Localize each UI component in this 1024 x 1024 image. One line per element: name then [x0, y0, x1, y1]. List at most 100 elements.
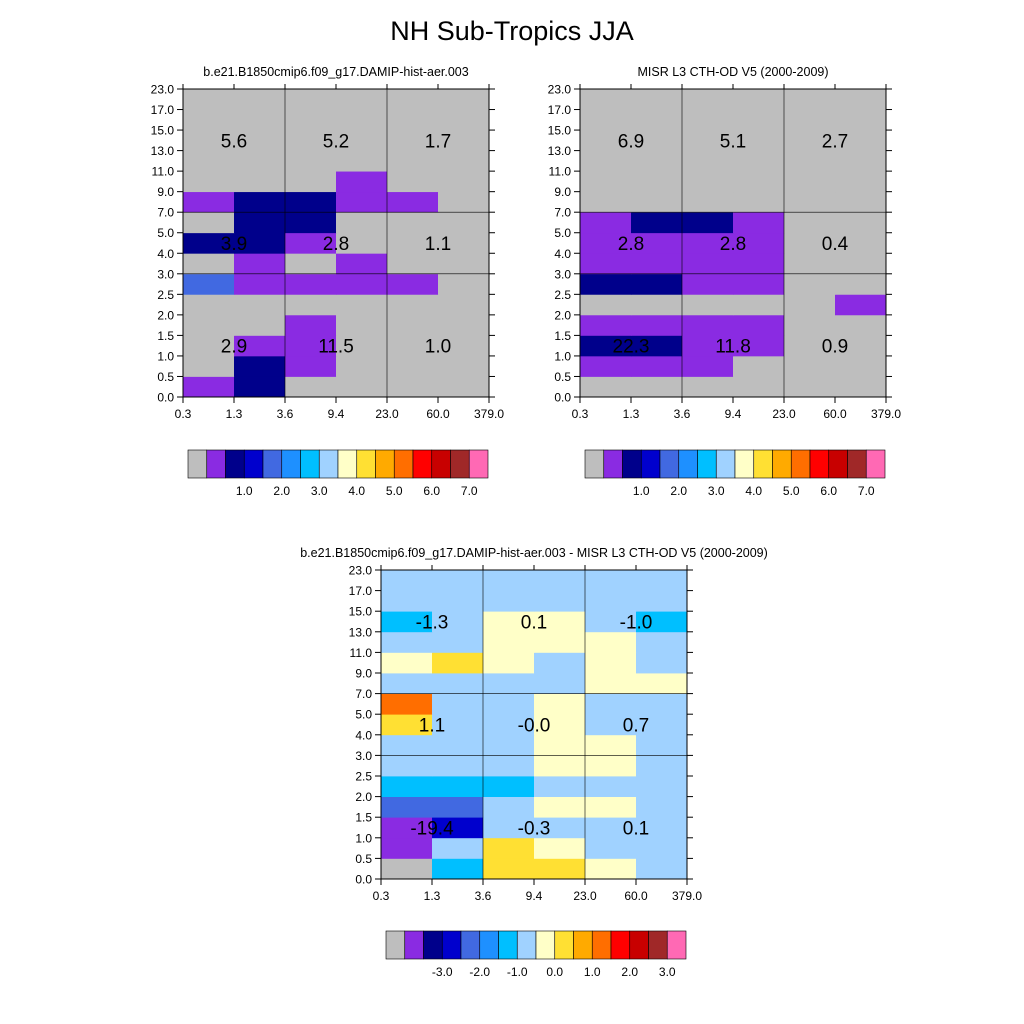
y-tick-label: 0.0 — [554, 391, 571, 405]
heatmap-cell — [835, 355, 887, 377]
colorbar-box — [412, 449, 433, 479]
y-tick-label: 13.0 — [548, 144, 572, 158]
heatmap-cell — [336, 376, 388, 398]
colorbar-box — [431, 449, 451, 479]
heatmap-cell — [285, 191, 337, 213]
heatmap-cell — [534, 570, 586, 591]
heatmap-cell — [336, 191, 388, 213]
heatmap-cell — [387, 89, 439, 110]
y-tick-label: 23.0 — [349, 564, 373, 578]
y-tick-label: 4.0 — [157, 247, 174, 261]
y-tick-label: 3.0 — [157, 267, 174, 281]
heatmap-cell — [438, 335, 490, 357]
heatmap-cell — [784, 273, 836, 295]
colorbar-box — [753, 449, 773, 479]
x-tick-label: 9.4 — [526, 889, 543, 903]
colorbar-label: 6.0 — [820, 484, 837, 498]
heatmap-cell — [636, 611, 688, 633]
heatmap-cell — [631, 273, 683, 295]
heatmap-cell — [682, 212, 734, 234]
heatmap-cell — [432, 590, 484, 612]
overlay-value: 2.7 — [822, 131, 848, 152]
overlay-value: 11.8 — [715, 337, 751, 358]
y-tick-label: 0.5 — [355, 852, 372, 866]
heatmap-cell — [631, 294, 683, 316]
x-tick-label: 23.0 — [772, 407, 796, 421]
colorbar: 1.0 2.0 3.0 4.0 5.0 6.0 7.0 — [584, 449, 886, 498]
heatmap-cell — [438, 294, 490, 316]
overlay-value: -1.3 — [416, 613, 449, 634]
colorbar-box — [498, 930, 518, 960]
overlay-value: 5.2 — [323, 131, 349, 152]
colorbar-box — [516, 930, 537, 960]
heatmap-cell — [381, 611, 433, 633]
heatmap-cell — [631, 109, 683, 131]
heatmap-cell — [636, 837, 688, 859]
heatmap-cell — [682, 130, 734, 151]
colorbar-box — [375, 449, 395, 479]
y-tick-label: 23.0 — [151, 83, 175, 97]
panel-title: b.e21.B1850cmip6.f09_g17.DAMIP-hist-aer.… — [203, 65, 468, 79]
heatmap-cell — [580, 335, 632, 357]
heatmap-cell — [585, 776, 637, 797]
heatmap-cell — [285, 314, 337, 336]
x-tick-label: 0.3 — [175, 407, 192, 421]
heatmap-cell — [381, 734, 433, 756]
y-tick-label: 13.0 — [349, 625, 373, 639]
heatmap-cell — [285, 376, 337, 398]
x-tick-label: 0.3 — [572, 407, 589, 421]
heatmap-cell — [580, 89, 632, 110]
colorbar-box — [828, 449, 848, 479]
heatmap-cell — [733, 273, 785, 295]
colorbar-box — [187, 449, 208, 479]
heatmap-cell — [682, 273, 734, 295]
heatmap-cell — [682, 191, 734, 213]
heatmap-cell — [381, 590, 433, 612]
colorbar-box — [648, 930, 668, 960]
heatmap-cell — [483, 776, 535, 797]
colorbar-box — [573, 930, 593, 960]
y-tick-label: 4.0 — [554, 247, 571, 261]
colorbar-box — [697, 449, 717, 479]
overlay-value: 0.9 — [822, 337, 848, 358]
heatmap-cell — [285, 294, 337, 316]
y-tick-label: 9.0 — [355, 667, 372, 681]
heatmap-cell — [682, 109, 734, 131]
heatmap-cell — [631, 376, 683, 398]
overlay-value: -0.0 — [518, 716, 551, 737]
colorbar-box — [666, 930, 687, 960]
heatmap-cell — [784, 171, 836, 193]
heatmap-cell — [438, 171, 490, 193]
heatmap-cell — [183, 171, 235, 193]
heatmap-cell — [387, 294, 439, 316]
overlay-value: 5.1 — [720, 131, 746, 152]
colorbar-label: 5.0 — [386, 484, 403, 498]
heatmap-cell — [234, 355, 286, 377]
heatmap-cell — [183, 89, 235, 110]
heatmap-cell — [438, 253, 490, 275]
heatmap-cell — [336, 109, 388, 131]
y-tick-label: 3.0 — [355, 749, 372, 763]
heatmap-cell — [234, 109, 286, 131]
heatmap-cell — [636, 590, 688, 612]
heatmap-cell — [483, 611, 535, 633]
heatmap-cell — [387, 253, 439, 275]
x-tick-label: 60.0 — [823, 407, 847, 421]
heatmap-cell — [387, 376, 439, 398]
colorbar-box — [393, 449, 414, 479]
heatmap-cell — [585, 673, 637, 694]
heatmap-cell — [585, 652, 637, 674]
heatmap-cell — [835, 89, 887, 110]
heatmap-cell — [432, 693, 484, 715]
heatmap-cell — [733, 232, 785, 254]
heatmap-cell — [636, 631, 688, 653]
colorbar-box — [809, 449, 830, 479]
heatmap-cell — [636, 714, 688, 736]
heatmap-cell — [387, 335, 439, 357]
colorbar-box — [847, 449, 867, 479]
overlay-value: 2.8 — [323, 234, 349, 255]
heatmap-cell — [432, 776, 484, 797]
heatmap-cell — [285, 253, 337, 275]
y-tick-label: 15.0 — [349, 605, 373, 619]
heatmap-cell — [432, 652, 484, 674]
